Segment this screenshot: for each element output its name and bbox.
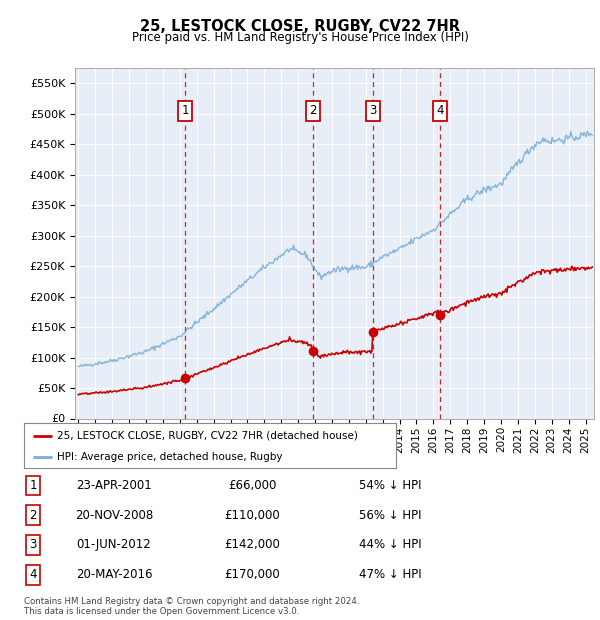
Text: 3: 3: [29, 539, 37, 551]
Text: 2: 2: [310, 104, 317, 117]
Text: 3: 3: [369, 104, 377, 117]
Text: 4: 4: [436, 104, 443, 117]
Text: 01-JUN-2012: 01-JUN-2012: [77, 539, 151, 551]
Text: 20-MAY-2016: 20-MAY-2016: [76, 569, 152, 581]
Text: 25, LESTOCK CLOSE, RUGBY, CV22 7HR: 25, LESTOCK CLOSE, RUGBY, CV22 7HR: [140, 19, 460, 33]
Text: 56% ↓ HPI: 56% ↓ HPI: [359, 509, 421, 521]
Text: Price paid vs. HM Land Registry's House Price Index (HPI): Price paid vs. HM Land Registry's House …: [131, 31, 469, 44]
Text: £110,000: £110,000: [224, 509, 280, 521]
Text: 44% ↓ HPI: 44% ↓ HPI: [359, 539, 421, 551]
Text: £142,000: £142,000: [224, 539, 280, 551]
Text: £66,000: £66,000: [228, 479, 276, 492]
Text: 25, LESTOCK CLOSE, RUGBY, CV22 7HR (detached house): 25, LESTOCK CLOSE, RUGBY, CV22 7HR (deta…: [58, 430, 358, 441]
Text: 20-NOV-2008: 20-NOV-2008: [75, 509, 153, 521]
Text: HPI: Average price, detached house, Rugby: HPI: Average price, detached house, Rugb…: [58, 452, 283, 462]
Text: 54% ↓ HPI: 54% ↓ HPI: [359, 479, 421, 492]
Text: Contains HM Land Registry data © Crown copyright and database right 2024.
This d: Contains HM Land Registry data © Crown c…: [24, 597, 359, 616]
Text: 23-APR-2001: 23-APR-2001: [76, 479, 152, 492]
Text: 1: 1: [181, 104, 189, 117]
Text: 47% ↓ HPI: 47% ↓ HPI: [359, 569, 421, 581]
Text: £170,000: £170,000: [224, 569, 280, 581]
Text: 4: 4: [29, 569, 37, 581]
Text: 1: 1: [29, 479, 37, 492]
Text: 2: 2: [29, 509, 37, 521]
